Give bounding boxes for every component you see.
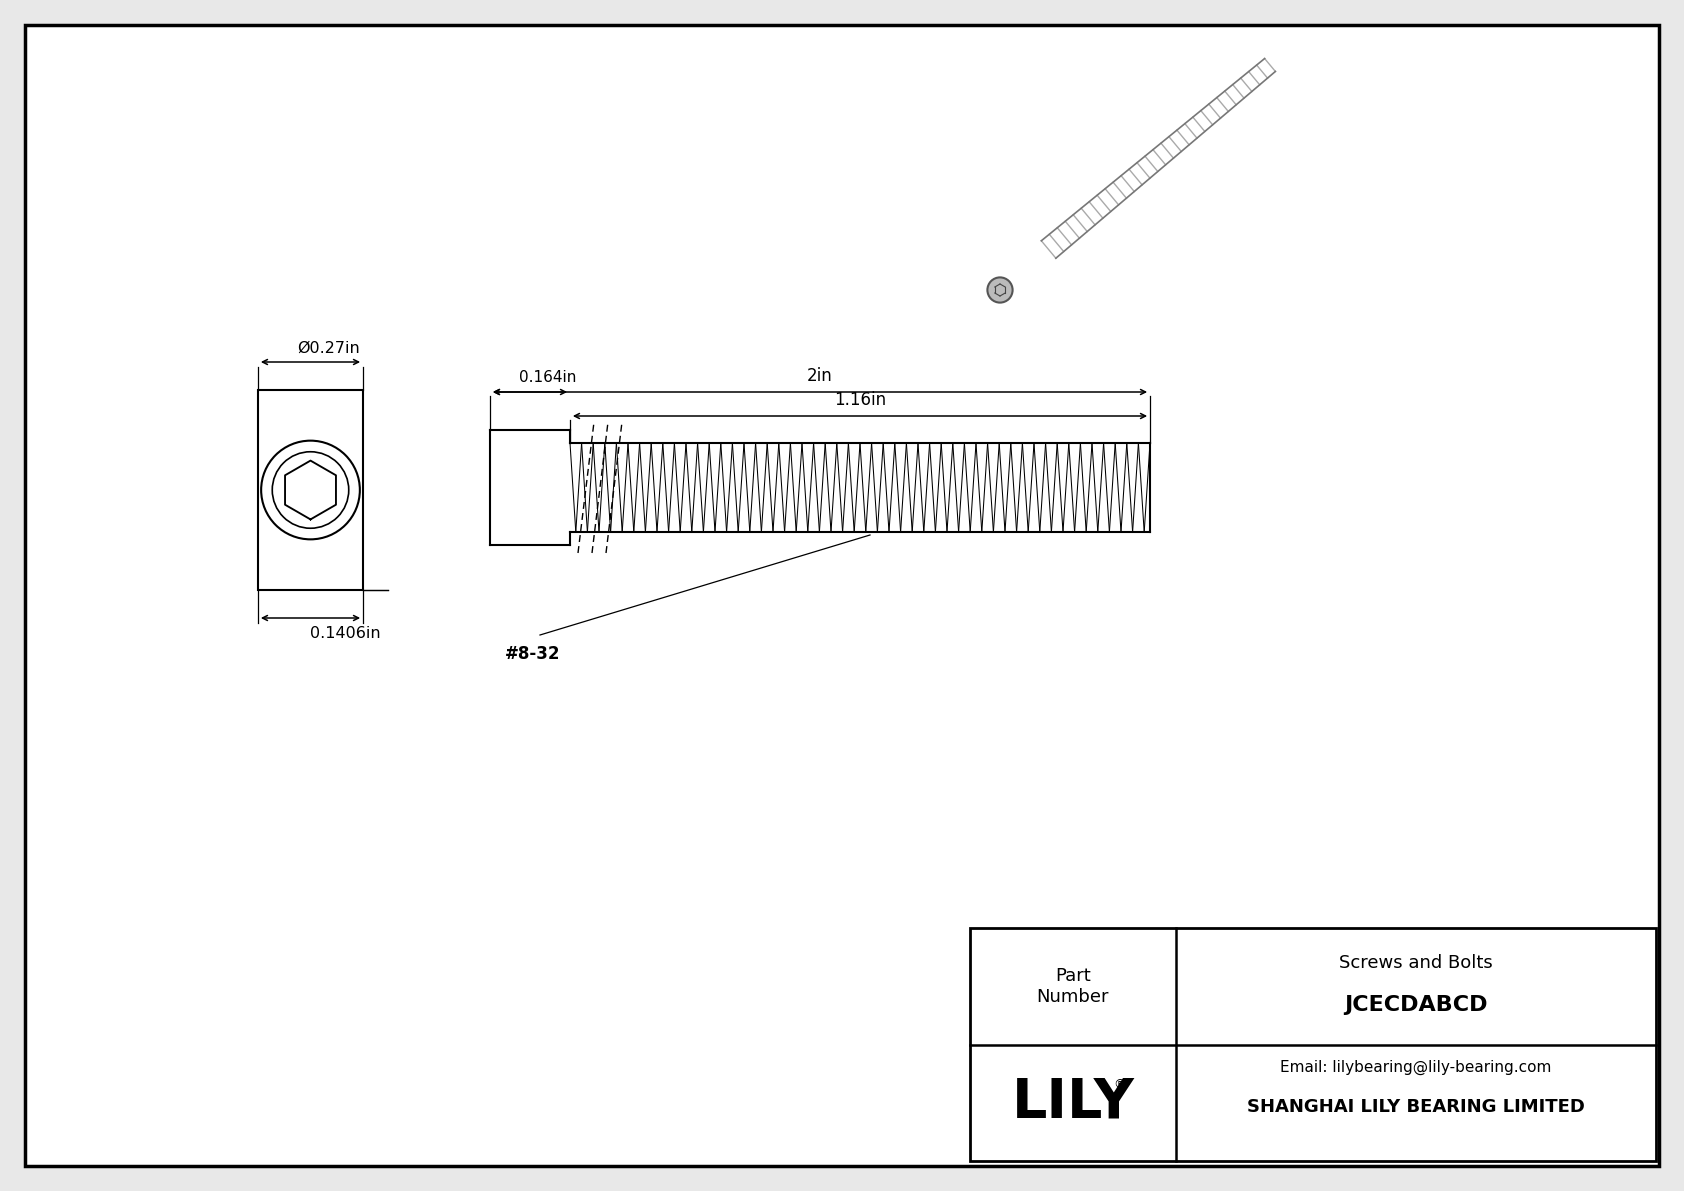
Text: #8-32: #8-32 <box>505 646 561 663</box>
Bar <box>258 389 364 590</box>
Text: 0.164in: 0.164in <box>519 370 576 385</box>
Text: 0.1406in: 0.1406in <box>310 626 381 641</box>
Ellipse shape <box>987 278 1012 303</box>
Text: 1.16in: 1.16in <box>834 391 886 409</box>
Text: JCECDABCD: JCECDABCD <box>1344 994 1487 1015</box>
Text: Ø0.27in: Ø0.27in <box>296 341 360 356</box>
Text: 2in: 2in <box>807 367 834 385</box>
Text: Screws and Bolts: Screws and Bolts <box>1339 954 1492 972</box>
Bar <box>970 928 1655 1161</box>
Text: Part
Number: Part Number <box>1037 967 1110 1005</box>
Text: SHANGHAI LILY BEARING LIMITED: SHANGHAI LILY BEARING LIMITED <box>1246 1098 1585 1116</box>
Text: LILY: LILY <box>1012 1075 1135 1130</box>
Text: ®: ® <box>1113 1078 1127 1091</box>
Text: Email: lilybearing@lily-bearing.com: Email: lilybearing@lily-bearing.com <box>1280 1060 1551 1075</box>
